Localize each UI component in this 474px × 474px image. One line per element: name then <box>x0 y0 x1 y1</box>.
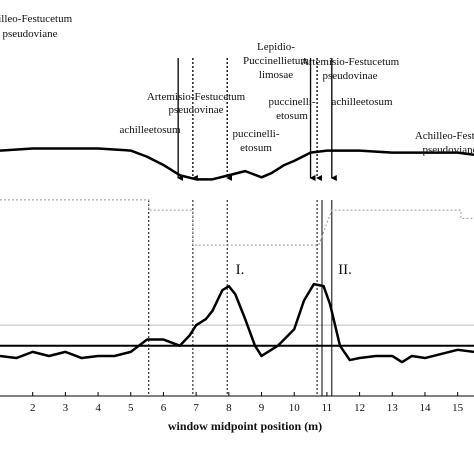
x-tick-label: 10 <box>289 402 301 414</box>
annotation: Artemisio-Festucetum <box>301 56 400 68</box>
annotation: puccinelli- <box>268 96 315 108</box>
x-tick-label: 3 <box>63 402 69 414</box>
annotation: etosum <box>276 110 308 122</box>
annotation: achilleetosum <box>119 124 181 136</box>
x-tick-label: 11 <box>322 402 333 414</box>
x-tick-label: 4 <box>95 402 101 414</box>
peak-label: I. <box>236 262 245 278</box>
x-tick-label: 9 <box>259 402 265 414</box>
annotation: Artemisio-Festucetum <box>147 91 246 103</box>
x-axis-label: window midpoint position (m) <box>168 419 322 433</box>
annotations: chilleo-Festucetum pseudoviane Lepidio- … <box>0 13 474 433</box>
annotation: Achilleo-Festuc <box>415 130 474 142</box>
peak-label: II. <box>338 262 352 278</box>
annotation: achilleetosum <box>331 96 393 108</box>
x-tick-label: 6 <box>161 402 167 414</box>
x-tick-label: 14 <box>419 402 431 414</box>
annotation: limosae <box>259 69 293 81</box>
x-tick-label: 15 <box>452 402 464 414</box>
annotation: etosum <box>240 142 272 154</box>
annotation: pseudovinae <box>323 70 378 82</box>
x-tick-label: 2 <box>30 402 36 414</box>
annotation: puccinelli- <box>232 128 279 140</box>
x-tick-label: 8 <box>226 402 232 414</box>
x-tick-label: 12 <box>354 402 365 414</box>
annotation: Lepidio- <box>257 41 295 53</box>
x-tick-label: 5 <box>128 402 134 414</box>
x-tick-label: 13 <box>387 402 399 414</box>
series-line <box>0 282 474 364</box>
series-line <box>0 199 474 246</box>
x-tick-label: 7 <box>193 402 199 414</box>
annotation: pseudoviane <box>423 144 474 156</box>
annotation: pseudoviane <box>3 28 58 40</box>
annotation: Puccinellietum <box>243 55 309 67</box>
annotation: pseudovinae <box>169 104 224 116</box>
series-line <box>0 147 474 181</box>
annotation: chilleo-Festucetum <box>0 13 73 25</box>
